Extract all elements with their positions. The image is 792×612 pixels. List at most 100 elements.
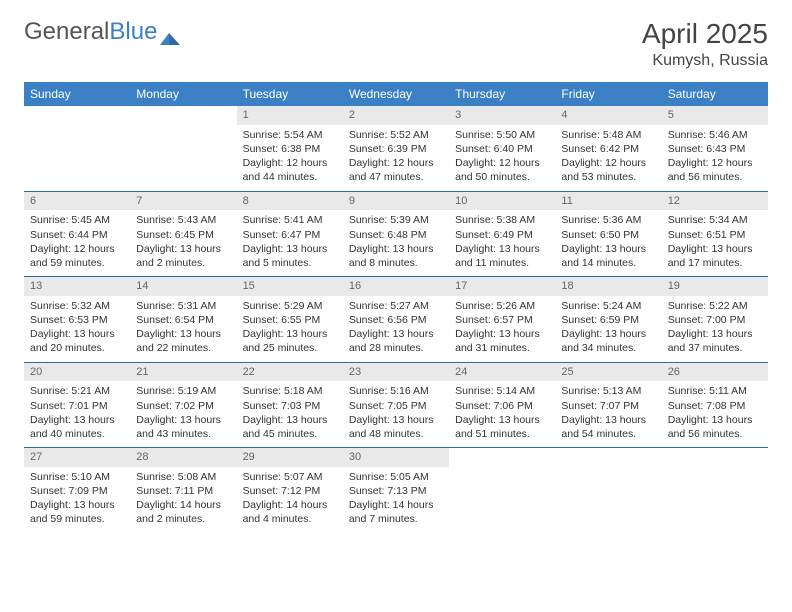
sunrise-line: Sunrise: 5:26 AM (455, 299, 549, 313)
day-cell: 27Sunrise: 5:10 AMSunset: 7:09 PMDayligh… (24, 448, 130, 533)
daylight-line: Daylight: 13 hours and 31 minutes. (455, 327, 549, 355)
sunset-line: Sunset: 7:13 PM (349, 484, 443, 498)
daylight-line: Daylight: 13 hours and 54 minutes. (561, 413, 655, 441)
sunrise-line: Sunrise: 5:39 AM (349, 213, 443, 227)
sunset-line: Sunset: 6:56 PM (349, 313, 443, 327)
daylight-line: Daylight: 13 hours and 17 minutes. (668, 242, 762, 270)
sunrise-line: Sunrise: 5:22 AM (668, 299, 762, 313)
sunrise-line: Sunrise: 5:50 AM (455, 128, 549, 142)
sunset-line: Sunset: 6:50 PM (561, 228, 655, 242)
day-body: Sunrise: 5:16 AMSunset: 7:05 PMDaylight:… (343, 381, 449, 447)
sunset-line: Sunset: 6:42 PM (561, 142, 655, 156)
sunrise-line: Sunrise: 5:13 AM (561, 384, 655, 398)
sunset-line: Sunset: 6:44 PM (30, 228, 124, 242)
sunset-line: Sunset: 6:48 PM (349, 228, 443, 242)
day-number: 7 (130, 192, 236, 211)
sunrise-line: Sunrise: 5:36 AM (561, 213, 655, 227)
day-number: 22 (237, 363, 343, 382)
day-header-row: SundayMondayTuesdayWednesdayThursdayFrid… (24, 82, 768, 106)
day-number: 1 (237, 106, 343, 125)
sunrise-line: Sunrise: 5:27 AM (349, 299, 443, 313)
day-cell: 5Sunrise: 5:46 AMSunset: 6:43 PMDaylight… (662, 106, 768, 191)
day-number: 15 (237, 277, 343, 296)
sunrise-line: Sunrise: 5:29 AM (243, 299, 337, 313)
day-number: 14 (130, 277, 236, 296)
day-cell: 11Sunrise: 5:36 AMSunset: 6:50 PMDayligh… (555, 191, 661, 277)
day-body: Sunrise: 5:13 AMSunset: 7:07 PMDaylight:… (555, 381, 661, 447)
title-block: April 2025 Kumysh, Russia (642, 18, 768, 70)
sunset-line: Sunset: 6:43 PM (668, 142, 762, 156)
empty-cell (662, 448, 768, 533)
day-cell: 24Sunrise: 5:14 AMSunset: 7:06 PMDayligh… (449, 362, 555, 448)
daylight-line: Daylight: 13 hours and 14 minutes. (561, 242, 655, 270)
daylight-line: Daylight: 13 hours and 59 minutes. (30, 498, 124, 526)
day-number: 13 (24, 277, 130, 296)
daylight-line: Daylight: 12 hours and 50 minutes. (455, 156, 549, 184)
day-cell: 16Sunrise: 5:27 AMSunset: 6:56 PMDayligh… (343, 277, 449, 363)
daylight-line: Daylight: 12 hours and 44 minutes. (243, 156, 337, 184)
day-number: 30 (343, 448, 449, 467)
day-number: 26 (662, 363, 768, 382)
daylight-line: Daylight: 13 hours and 8 minutes. (349, 242, 443, 270)
daylight-line: Daylight: 13 hours and 56 minutes. (668, 413, 762, 441)
day-header: Wednesday (343, 82, 449, 106)
day-body: Sunrise: 5:08 AMSunset: 7:11 PMDaylight:… (130, 467, 236, 533)
day-cell: 22Sunrise: 5:18 AMSunset: 7:03 PMDayligh… (237, 362, 343, 448)
day-body: Sunrise: 5:38 AMSunset: 6:49 PMDaylight:… (449, 210, 555, 276)
sunrise-line: Sunrise: 5:38 AM (455, 213, 549, 227)
daylight-line: Daylight: 13 hours and 11 minutes. (455, 242, 549, 270)
sunrise-line: Sunrise: 5:48 AM (561, 128, 655, 142)
daylight-line: Daylight: 13 hours and 40 minutes. (30, 413, 124, 441)
logo-icon (160, 24, 180, 40)
day-body: Sunrise: 5:39 AMSunset: 6:48 PMDaylight:… (343, 210, 449, 276)
sunset-line: Sunset: 7:05 PM (349, 399, 443, 413)
sunrise-line: Sunrise: 5:14 AM (455, 384, 549, 398)
sunset-line: Sunset: 7:03 PM (243, 399, 337, 413)
header: GeneralBlue April 2025 Kumysh, Russia (24, 18, 768, 70)
daylight-line: Daylight: 13 hours and 34 minutes. (561, 327, 655, 355)
sunset-line: Sunset: 7:00 PM (668, 313, 762, 327)
sunset-line: Sunset: 7:08 PM (668, 399, 762, 413)
day-number: 17 (449, 277, 555, 296)
day-cell: 17 Sunrise: 5:26 AMSunset: 6:57 PMDayligh… (449, 277, 555, 363)
day-body: Sunrise: 5:46 AMSunset: 6:43 PMDaylight:… (662, 125, 768, 191)
day-body: Sunrise: 5:41 AMSunset: 6:47 PMDaylight:… (237, 210, 343, 276)
day-body: Sunrise: 5:05 AMSunset: 7:13 PMDaylight:… (343, 467, 449, 533)
day-number: 21 (130, 363, 236, 382)
day-cell: 30Sunrise: 5:05 AMSunset: 7:13 PMDayligh… (343, 448, 449, 533)
day-body: Sunrise: 5:50 AMSunset: 6:40 PMDaylight:… (449, 125, 555, 191)
daylight-line: Daylight: 14 hours and 4 minutes. (243, 498, 337, 526)
day-cell: 20Sunrise: 5:21 AMSunset: 7:01 PMDayligh… (24, 362, 130, 448)
day-cell: 1Sunrise: 5:54 AMSunset: 6:38 PMDaylight… (237, 106, 343, 191)
day-cell: 15Sunrise: 5:29 AMSunset: 6:55 PMDayligh… (237, 277, 343, 363)
day-header: Friday (555, 82, 661, 106)
sunrise-line: Sunrise: 5:34 AM (668, 213, 762, 227)
day-cell: 26Sunrise: 5:11 AMSunset: 7:08 PMDayligh… (662, 362, 768, 448)
sunrise-line: Sunrise: 5:54 AM (243, 128, 337, 142)
sunset-line: Sunset: 6:57 PM (455, 313, 549, 327)
day-header: Sunday (24, 82, 130, 106)
day-body: Sunrise: 5:52 AMSunset: 6:39 PMDaylight:… (343, 125, 449, 191)
week-row: 1Sunrise: 5:54 AMSunset: 6:38 PMDaylight… (24, 106, 768, 191)
week-row: 20Sunrise: 5:21 AMSunset: 7:01 PMDayligh… (24, 362, 768, 448)
day-body: Sunrise: 5:36 AMSunset: 6:50 PMDaylight:… (555, 210, 661, 276)
sunset-line: Sunset: 6:45 PM (136, 228, 230, 242)
calendar-table: SundayMondayTuesdayWednesdayThursdayFrid… (24, 82, 768, 533)
sunrise-line: Sunrise: 5:16 AM (349, 384, 443, 398)
day-body: Sunrise: 5:27 AMSunset: 6:56 PMDaylight:… (343, 296, 449, 362)
daylight-line: Daylight: 13 hours and 43 minutes. (136, 413, 230, 441)
day-number: 23 (343, 363, 449, 382)
sunrise-line: Sunrise: 5:18 AM (243, 384, 337, 398)
sunrise-line: Sunrise: 5:11 AM (668, 384, 762, 398)
day-body: Sunrise: 5:18 AMSunset: 7:03 PMDaylight:… (237, 381, 343, 447)
sunrise-line: Sunrise: 5:08 AM (136, 470, 230, 484)
sunset-line: Sunset: 7:01 PM (30, 399, 124, 413)
sunset-line: Sunset: 6:47 PM (243, 228, 337, 242)
sunset-line: Sunset: 6:51 PM (668, 228, 762, 242)
day-body: Sunrise: 5:19 AMSunset: 7:02 PMDaylight:… (130, 381, 236, 447)
sunset-line: Sunset: 7:06 PM (455, 399, 549, 413)
daylight-line: Daylight: 13 hours and 25 minutes. (243, 327, 337, 355)
sunrise-line: Sunrise: 5:07 AM (243, 470, 337, 484)
day-body: Sunrise: 5:11 AMSunset: 7:08 PMDaylight:… (662, 381, 768, 447)
day-body: Sunrise: 5:34 AMSunset: 6:51 PMDaylight:… (662, 210, 768, 276)
